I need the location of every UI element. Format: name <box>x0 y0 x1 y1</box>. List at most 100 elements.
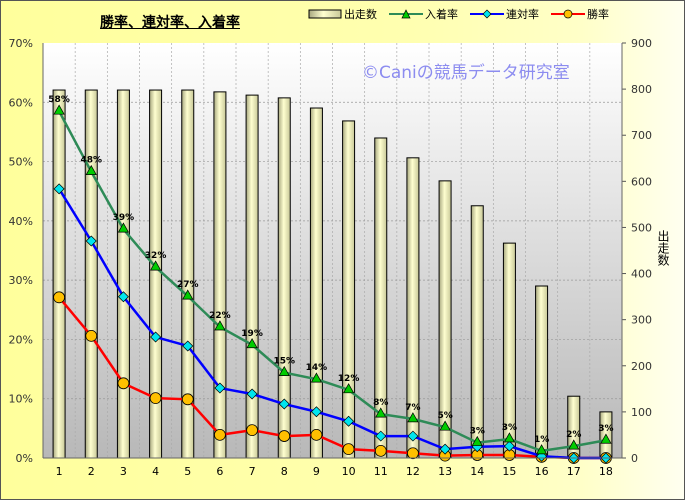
legend: 出走数 入着率 連対率 勝率 <box>308 6 609 22</box>
triangle-marker <box>535 444 548 455</box>
diamond-marker <box>246 388 258 400</box>
triangle-marker <box>600 433 612 444</box>
x-axis-tick-label: 16 <box>535 465 549 478</box>
circle-marker <box>278 430 291 442</box>
x-axis-tick-label: 10 <box>342 465 356 478</box>
triangle-marker <box>471 435 483 446</box>
circle-marker <box>53 291 65 304</box>
data-label: 22% <box>209 311 231 321</box>
diamond-marker <box>182 340 194 352</box>
line-triangle-series <box>57 110 607 453</box>
data-label: 32% <box>145 251 167 261</box>
triangle-marker <box>439 420 451 431</box>
left-axis-tick-label: 40% <box>9 215 33 228</box>
bar-starts <box>342 120 356 459</box>
legend-label: 入着率 <box>425 8 458 21</box>
triangle-marker-icon <box>389 9 423 19</box>
right-axis-tick-label: 100 <box>631 406 652 419</box>
bar-starts <box>470 205 484 459</box>
bar-starts <box>52 89 66 459</box>
circle-marker <box>85 329 98 342</box>
left-axis-tick-label: 50% <box>9 156 33 169</box>
diamond-marker <box>375 430 387 442</box>
triangle-marker <box>214 320 226 331</box>
legend-label: 勝率 <box>587 8 609 21</box>
bar-starts <box>245 94 259 459</box>
x-axis-tick-label: 18 <box>599 465 613 478</box>
circle-marker <box>181 393 194 406</box>
triangle-marker <box>182 289 194 300</box>
data-label: 5% <box>437 411 452 421</box>
triangle-marker <box>149 260 162 271</box>
triangle-marker <box>85 164 97 175</box>
chart-title: 勝率、連対率、入着率 <box>100 15 240 31</box>
x-axis-tick-label: 14 <box>470 465 484 478</box>
diamond-marker <box>407 430 419 442</box>
legend-label: 連対率 <box>506 8 539 21</box>
data-label: 12% <box>338 374 360 384</box>
x-axis-tick-label: 9 <box>313 465 320 478</box>
right-axis-tick-label: 0 <box>631 452 638 465</box>
data-label: 7% <box>405 403 420 413</box>
x-axis-tick-label: 7 <box>249 465 256 478</box>
data-label: 1% <box>534 435 549 445</box>
diamond-marker <box>278 398 290 410</box>
right-axis-tick-label: 700 <box>631 129 652 142</box>
diamond-marker <box>503 440 515 452</box>
left-axis-tick-label: 70% <box>9 37 33 50</box>
x-axis-tick-label: 2 <box>88 465 95 478</box>
x-axis-tick-label: 1 <box>56 465 63 478</box>
triangle-marker <box>568 439 580 450</box>
left-axis-tick-label: 0% <box>16 452 33 465</box>
data-label: 19% <box>241 329 263 339</box>
data-label: 14% <box>306 363 328 373</box>
diamond-marker <box>214 382 226 394</box>
circle-marker <box>310 428 323 441</box>
data-label: 39% <box>113 213 135 223</box>
circle-marker <box>374 444 387 457</box>
legend-item-win-rate: 勝率 <box>551 6 609 22</box>
x-axis-tick-label: 11 <box>374 465 388 478</box>
triangle-marker <box>278 365 290 376</box>
triangle-marker <box>375 407 387 418</box>
diamond-marker <box>439 443 451 455</box>
circle-marker <box>246 424 258 437</box>
circle-marker <box>117 377 130 390</box>
bar-starts <box>309 107 323 459</box>
bar-starts <box>535 285 549 459</box>
circle-marker <box>149 392 162 405</box>
diamond-marker <box>310 406 322 418</box>
diamond-marker <box>343 415 355 427</box>
right-axis-tick-label: 200 <box>631 360 652 373</box>
x-axis-tick-label: 5 <box>184 465 191 478</box>
circle-marker-icon <box>551 9 585 19</box>
x-axis-tick-label: 13 <box>438 465 452 478</box>
triangle-marker <box>310 372 323 383</box>
right-axis-label: 出走数 <box>656 230 670 266</box>
x-axis-tick-label: 6 <box>216 465 223 478</box>
right-axis-tick-label: 900 <box>631 37 652 50</box>
watermark: ©Caniの競馬データ研究室 <box>362 63 570 83</box>
data-label: 15% <box>273 357 295 367</box>
legend-item-top2-rate: 連対率 <box>470 6 539 22</box>
data-label: 58% <box>48 95 70 105</box>
diamond-marker <box>53 183 65 195</box>
x-axis-tick-label: 17 <box>567 465 581 478</box>
data-label: 8% <box>373 398 388 408</box>
legend-label: 出走数 <box>344 8 377 21</box>
data-label: 27% <box>177 280 199 290</box>
right-axis-tick-label: 600 <box>631 175 652 188</box>
data-label: 3% <box>470 427 485 437</box>
left-axis-tick-label: 10% <box>9 393 33 406</box>
left-axis-tick-label: 60% <box>9 96 33 109</box>
line-diamond-series <box>58 188 606 460</box>
circle-marker <box>407 447 419 460</box>
diamond-marker <box>150 331 162 343</box>
data-label: 48% <box>80 156 102 166</box>
bar-starts <box>213 91 227 459</box>
triangle-marker <box>342 383 355 394</box>
left-axis-tick-label: 20% <box>9 333 33 346</box>
circle-marker <box>214 428 226 441</box>
circle-marker <box>342 443 355 456</box>
